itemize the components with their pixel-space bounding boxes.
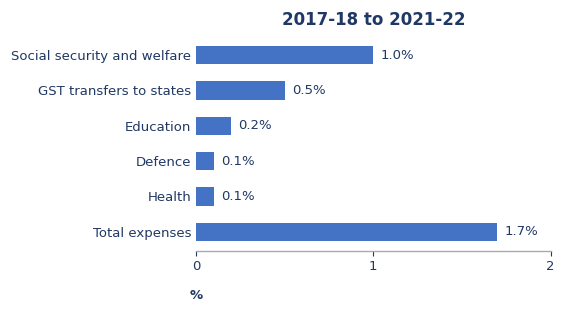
Text: 0.5%: 0.5% <box>291 84 325 97</box>
Bar <box>196 187 214 206</box>
Text: 1.7%: 1.7% <box>504 225 538 238</box>
Text: 0.2%: 0.2% <box>238 119 272 132</box>
Text: 0.1%: 0.1% <box>221 155 255 167</box>
Text: 1.0%: 1.0% <box>380 49 414 62</box>
Bar <box>196 81 285 100</box>
Text: %: % <box>190 289 203 302</box>
Text: 0.1%: 0.1% <box>221 190 255 203</box>
Bar <box>196 46 374 64</box>
Bar <box>196 223 498 241</box>
Bar <box>196 117 231 135</box>
Title: 2017-18 to 2021-22: 2017-18 to 2021-22 <box>281 11 465 29</box>
Bar <box>196 152 214 170</box>
